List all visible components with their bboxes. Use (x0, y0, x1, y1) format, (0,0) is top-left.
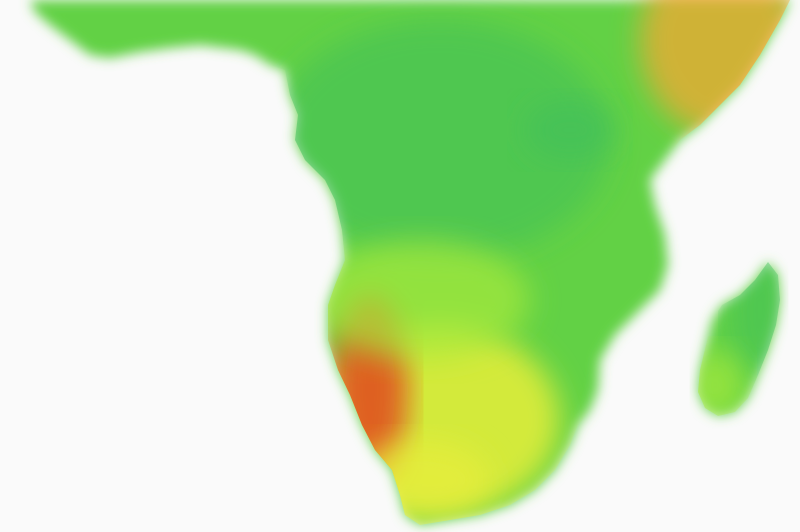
ethiopian-highlands-cool-zone (525, 100, 615, 160)
angola-lime-zone (310, 240, 530, 360)
congo-basin-cool-zone (270, 20, 610, 260)
